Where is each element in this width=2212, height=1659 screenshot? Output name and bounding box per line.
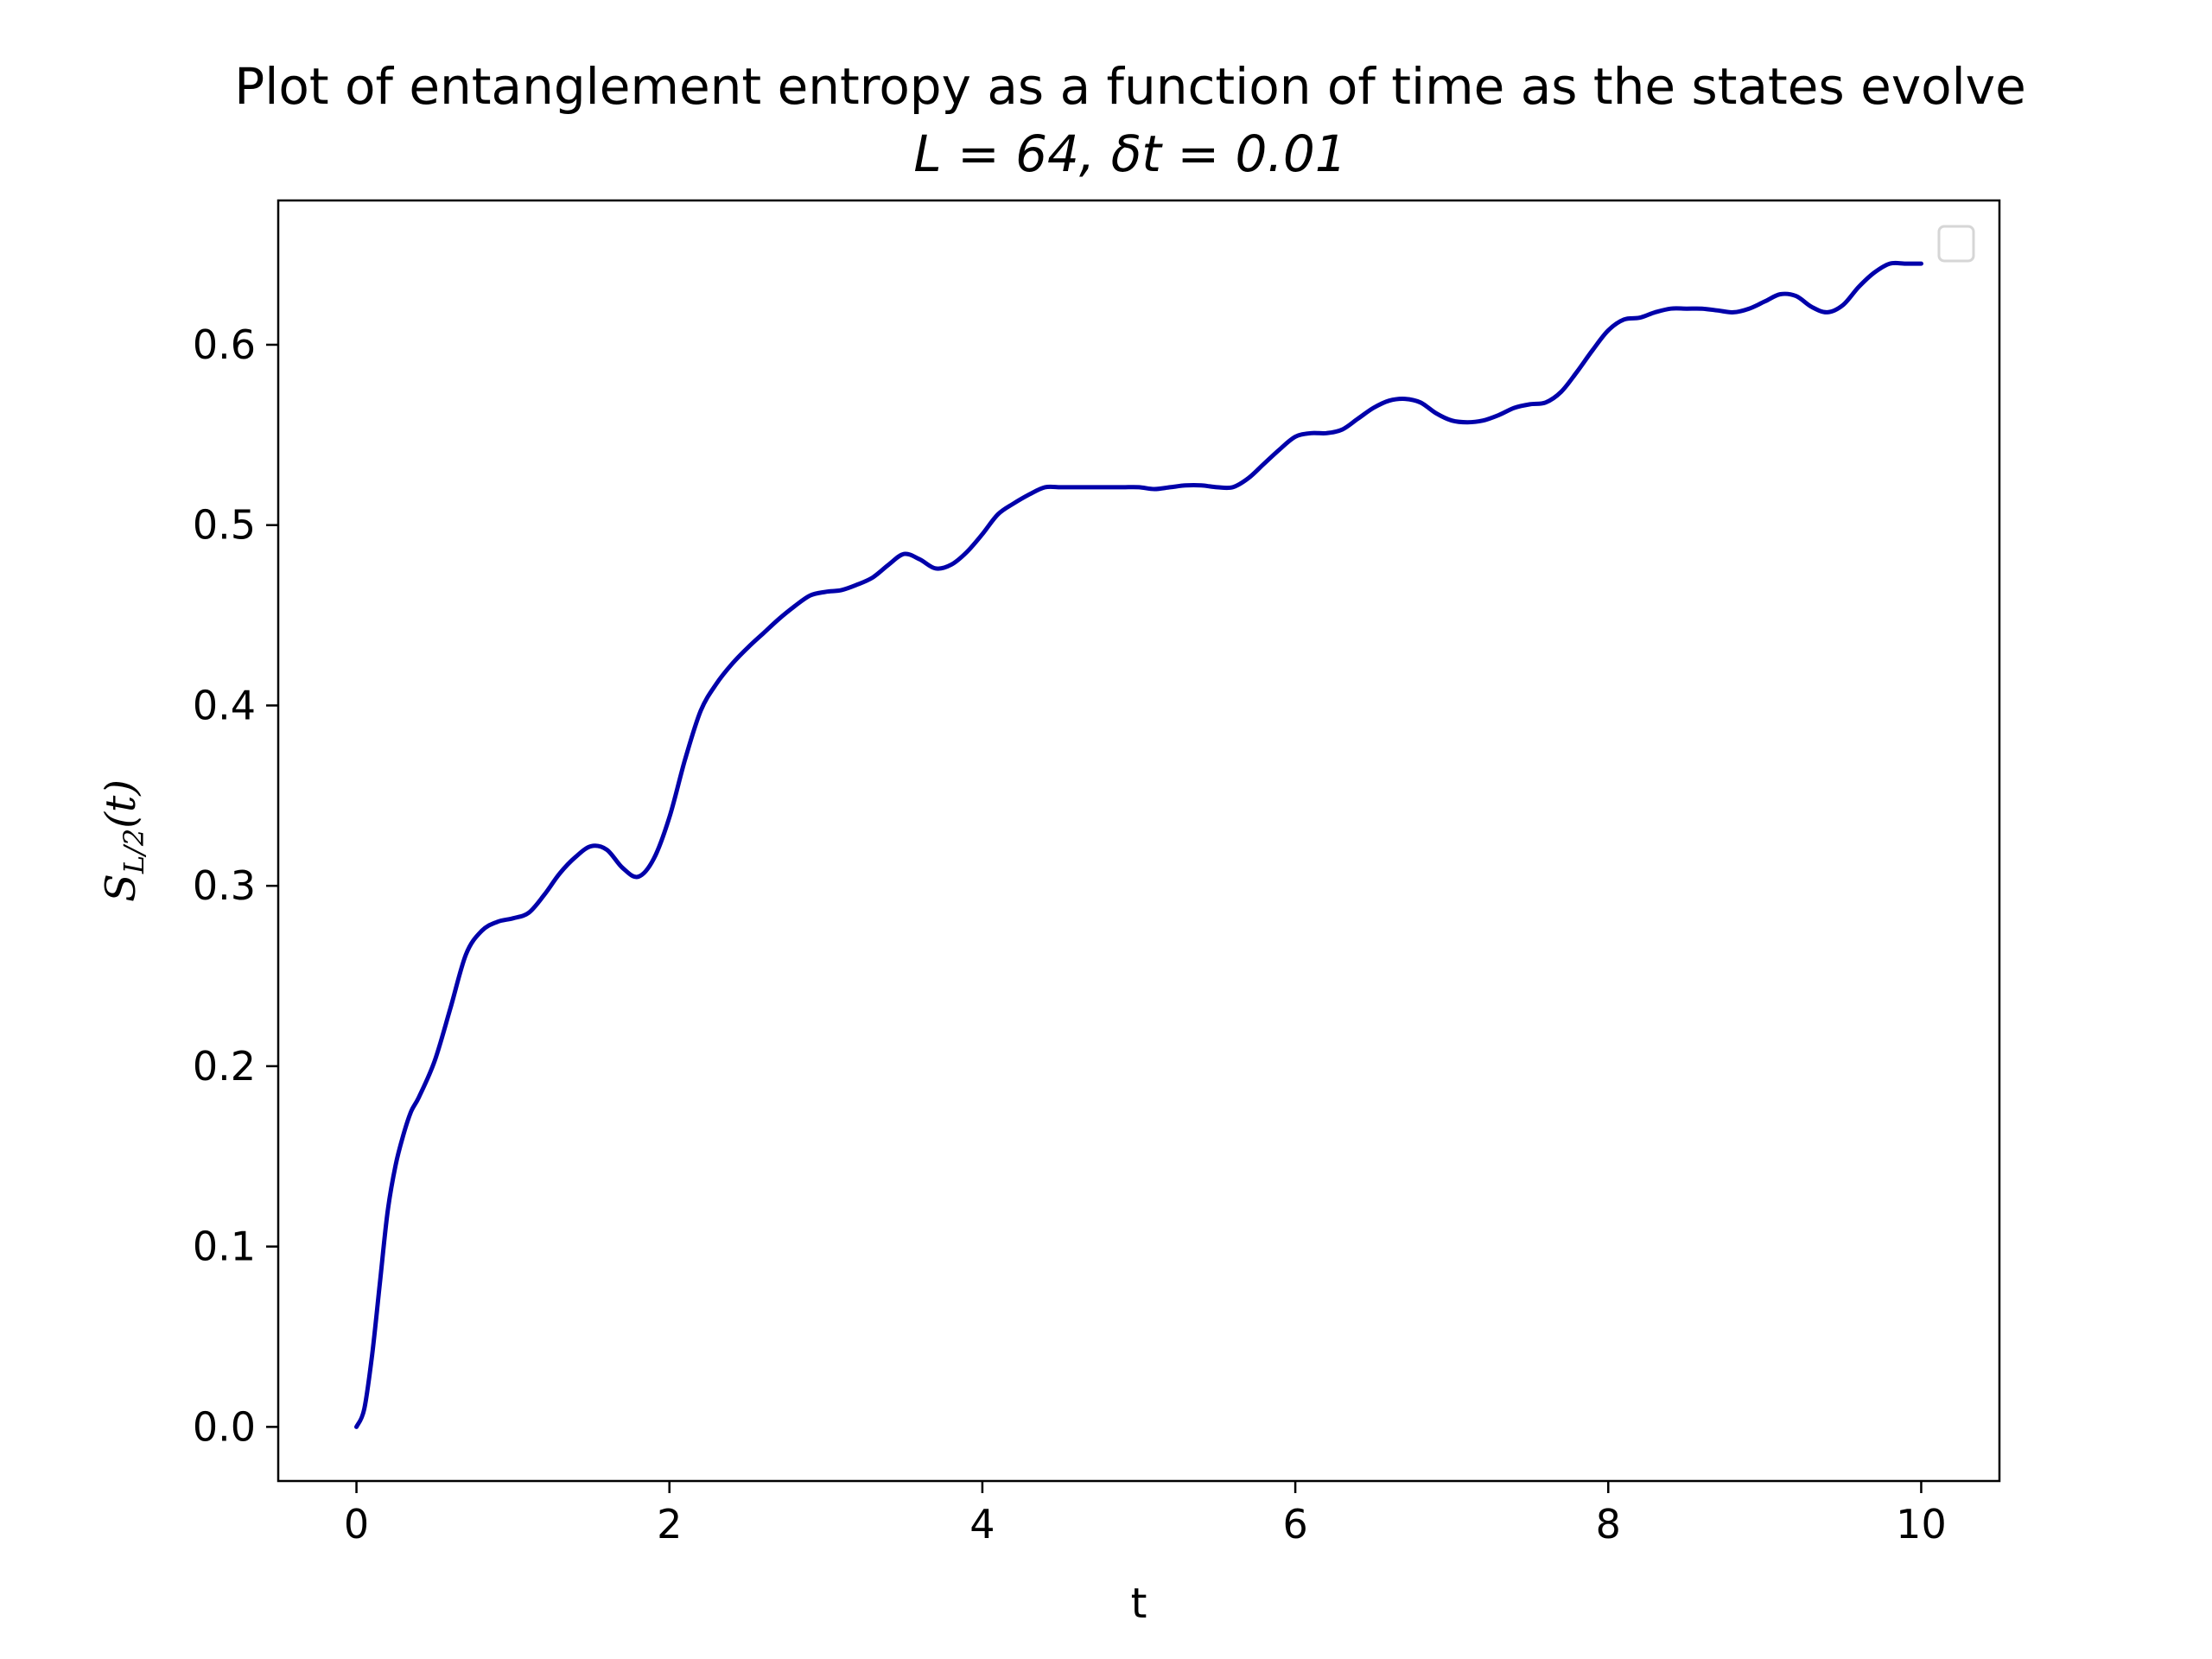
series-line-entropy (354, 260, 1923, 1429)
y-axis-label-main: S (97, 874, 145, 902)
y-tick-label: 0.3 (193, 862, 256, 909)
x-tick-label: 2 (657, 1501, 682, 1548)
x-tick-label: 10 (1896, 1501, 1947, 1548)
y-axis-label: SL/2(t) (97, 779, 150, 902)
x-tick-label: 8 (1596, 1501, 1621, 1548)
y-tick-label: 0.5 (193, 502, 256, 549)
x-tick-label: 0 (344, 1501, 369, 1548)
x-tick-label: 6 (1282, 1501, 1307, 1548)
x-axis-ticks: 0 2 4 6 8 10 (344, 1481, 1947, 1548)
legend-box (1937, 225, 1975, 263)
y-tick-label: 0.2 (193, 1043, 256, 1090)
plot-frame (276, 199, 2001, 1483)
y-axis-ticks: 0.0 0.1 0.2 0.3 0.4 0.5 0.6 (193, 321, 278, 1450)
y-axis-label-tail: (t) (97, 779, 145, 829)
chart-subtitle: L = 64, δt = 0.01 (913, 124, 1346, 183)
chart-title: Plot of entanglement entropy as a functi… (234, 57, 2026, 116)
x-tick-label: 4 (969, 1501, 995, 1548)
x-axis-label: t (1131, 1580, 1147, 1628)
y-axis-label-sub: L/2 (118, 829, 150, 874)
y-tick-label: 0.4 (193, 682, 256, 728)
y-tick-label: 0.0 (193, 1403, 256, 1450)
y-tick-label: 0.1 (193, 1224, 256, 1270)
y-tick-label: 0.6 (193, 321, 256, 368)
